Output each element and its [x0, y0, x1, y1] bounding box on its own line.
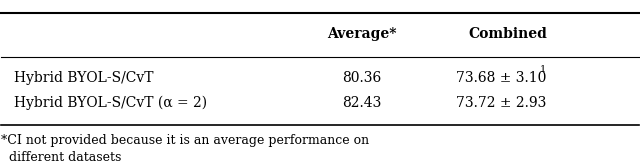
Text: different datasets: different datasets: [1, 151, 122, 164]
Text: 73.72 ± 2.93: 73.72 ± 2.93: [456, 96, 547, 110]
Text: Hybrid BYOL-S/CvT (α = 2): Hybrid BYOL-S/CvT (α = 2): [14, 96, 207, 110]
Text: 82.43: 82.43: [342, 96, 381, 110]
Text: Average*: Average*: [326, 27, 396, 41]
Text: *CI not provided because it is an average performance on: *CI not provided because it is an averag…: [1, 134, 369, 147]
Text: Combined: Combined: [468, 27, 547, 41]
Text: 80.36: 80.36: [342, 71, 381, 85]
Text: Hybrid BYOL-S/CvT: Hybrid BYOL-S/CvT: [14, 71, 154, 85]
Text: 73.68 ± 3.10: 73.68 ± 3.10: [456, 71, 547, 85]
Text: 1: 1: [540, 65, 546, 74]
